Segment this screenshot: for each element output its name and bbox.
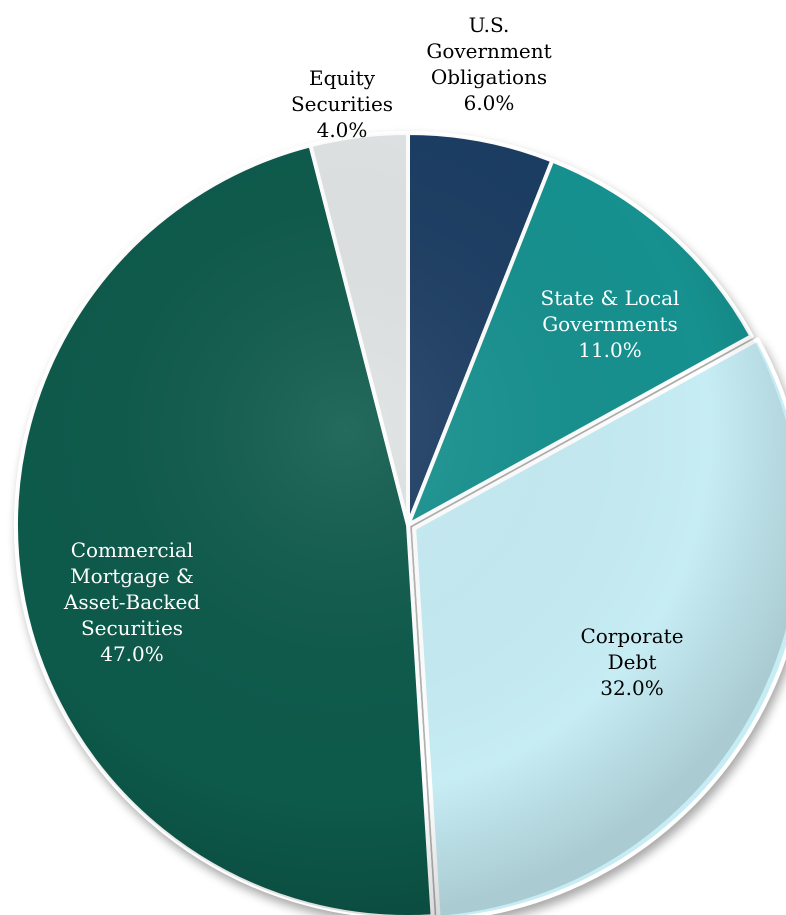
slice-name-line: Obligations xyxy=(431,65,547,89)
pie-slices xyxy=(14,131,786,915)
slice-name-line: Securities xyxy=(291,92,393,116)
slice-value-label: 47.0% xyxy=(100,642,164,666)
slice-value-label: 6.0% xyxy=(464,91,515,115)
slice-labels: U.S. Government Obligations 6.0% State & Loc… xyxy=(63,13,684,700)
slice-name-line: Commercial xyxy=(71,538,194,562)
slice-label-2: State & Local Governments 11.0% xyxy=(541,286,680,362)
slice-name-line: Debt xyxy=(608,650,657,674)
slice-name-line: Equity xyxy=(309,66,376,90)
slice-name-line: U.S. xyxy=(469,13,510,37)
slice-value-label: 11.0% xyxy=(578,338,642,362)
slice-name-line: Asset-Backed xyxy=(63,590,200,614)
slice-name-line: State & Local xyxy=(541,286,680,310)
slice-label-3: Corporate Debt 32.0% xyxy=(580,624,683,700)
slice-name-line: Government xyxy=(426,39,551,63)
slice-name-line: Securities xyxy=(81,616,183,640)
slice-name-line: Mortgage & xyxy=(70,564,194,588)
slice-name-line: Governments xyxy=(542,312,678,336)
slice-label-5: Equity Securities 4.0% xyxy=(291,66,393,142)
slice-value-label: 4.0% xyxy=(317,118,368,142)
slice-name-line: Corporate xyxy=(580,624,683,648)
slice-label-1: U.S. Government Obligations 6.0% xyxy=(426,13,551,115)
slice-value-label: 32.0% xyxy=(600,676,664,700)
slice-label-4: Commercial Mortgage & Asset-Backed Securiti… xyxy=(63,538,200,666)
